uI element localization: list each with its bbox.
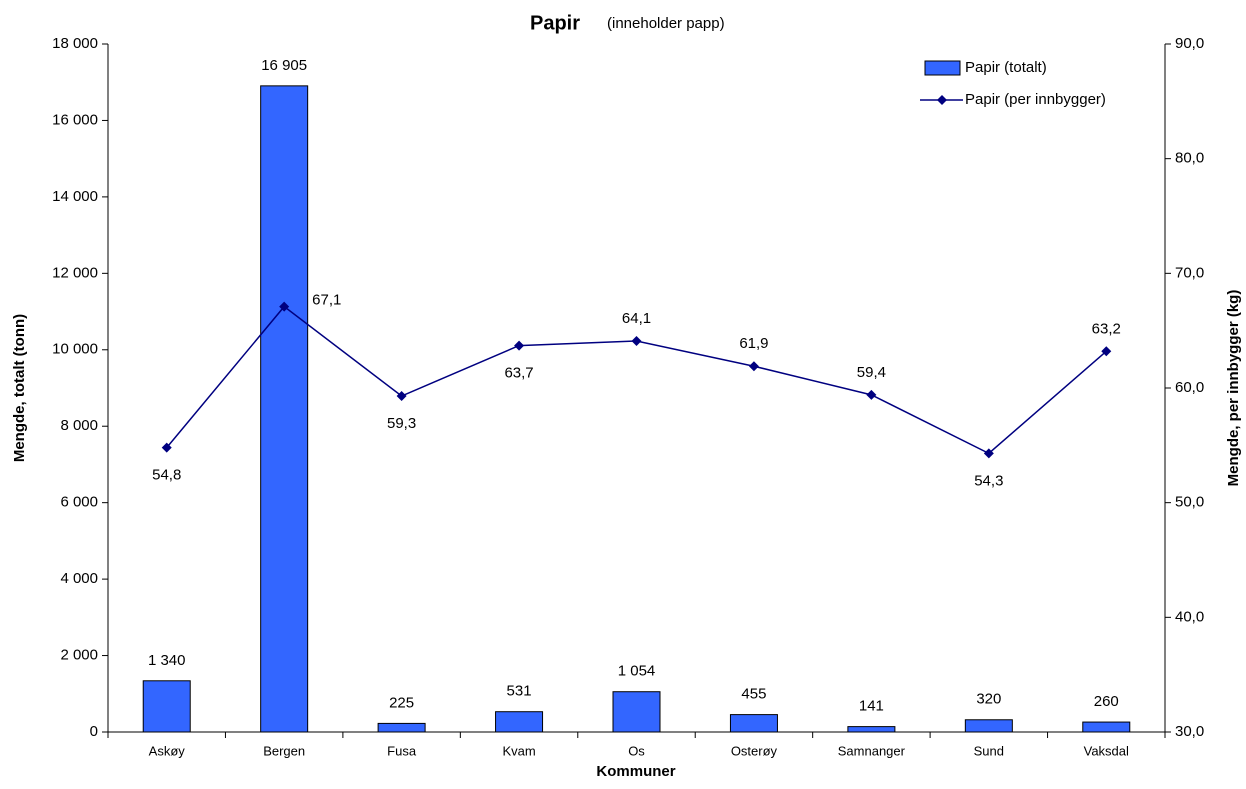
line-value-label: 54,8 <box>152 467 181 484</box>
x-tick-label: Os <box>628 743 645 758</box>
x-tick-label: Osterøy <box>731 743 778 758</box>
y-tick-label: 18 000 <box>52 35 98 52</box>
y-tick-label: 2 000 <box>60 647 98 664</box>
bar-value-label: 16 905 <box>261 57 307 74</box>
y-tick-label: 4 000 <box>60 570 98 587</box>
bar-value-label: 1 340 <box>148 652 186 669</box>
bar-value-label: 1 054 <box>618 663 656 680</box>
line-value-label: 63,7 <box>504 365 533 382</box>
bar <box>964 719 1013 733</box>
bar <box>142 680 191 733</box>
line-marker <box>1101 346 1112 357</box>
x-tick-label: Bergen <box>263 743 305 758</box>
x-tick-label: Sund <box>974 743 1004 758</box>
y2-tick-label: 50,0 <box>1175 494 1204 511</box>
x-tick-label: Askøy <box>149 743 186 758</box>
line-value-label: 67,1 <box>312 292 341 309</box>
bar <box>847 726 896 733</box>
y2-tick-label: 80,0 <box>1175 150 1204 167</box>
line-marker <box>631 335 642 346</box>
bar-value-label: 531 <box>507 683 532 700</box>
bar-value-label: 225 <box>389 694 414 711</box>
x-tick-label: Fusa <box>387 743 417 758</box>
bar <box>612 691 661 733</box>
bar-value-label: 260 <box>1094 693 1119 710</box>
y-tick-label: 8 000 <box>60 417 98 434</box>
bar <box>729 714 778 733</box>
y2-tick-label: 30,0 <box>1175 723 1204 740</box>
line-marker <box>983 448 994 459</box>
y-tick-label: 12 000 <box>52 264 98 281</box>
line-value-label: 59,3 <box>387 415 416 432</box>
line-value-label: 61,9 <box>739 335 768 352</box>
line-marker <box>279 301 290 312</box>
line-marker <box>748 361 759 372</box>
line-marker <box>161 442 172 453</box>
bar-value-label: 141 <box>859 698 884 715</box>
y-tick-label: 14 000 <box>52 188 98 205</box>
bar <box>1082 721 1131 733</box>
y-tick-label: 10 000 <box>52 341 98 358</box>
chart-title: Papir <box>530 12 580 34</box>
y2-axis-label: Mengde, per innbygger (kg) <box>1225 290 1242 487</box>
y2-tick-label: 40,0 <box>1175 608 1204 625</box>
line-value-label: 63,2 <box>1092 320 1121 337</box>
chart-subtitle: (inneholder papp) <box>607 15 725 32</box>
legend-marker <box>937 95 947 105</box>
y-tick-label: 0 <box>90 723 98 740</box>
bar-value-label: 455 <box>741 686 766 703</box>
x-tick-label: Samnanger <box>838 743 906 758</box>
bar <box>377 722 426 733</box>
line-value-label: 64,1 <box>622 310 651 327</box>
y-tick-label: 16 000 <box>52 111 98 128</box>
line-marker <box>514 340 525 351</box>
bar <box>260 85 309 733</box>
line-marker <box>866 389 877 400</box>
x-axis-label: Kommuner <box>596 763 675 780</box>
line-value-label: 54,3 <box>974 472 1003 489</box>
line-marker <box>396 391 407 402</box>
x-tick-label: Kvam <box>502 743 535 758</box>
y-tick-label: 6 000 <box>60 494 98 511</box>
y2-tick-label: 60,0 <box>1175 379 1204 396</box>
legend-label: Papir (per innbygger) <box>965 91 1106 108</box>
line-value-label: 59,4 <box>857 364 886 381</box>
legend-swatch <box>924 60 961 76</box>
legend-label: Papir (totalt) <box>965 59 1047 76</box>
x-tick-label: Vaksdal <box>1084 743 1129 758</box>
y2-tick-label: 70,0 <box>1175 264 1204 281</box>
y2-tick-label: 90,0 <box>1175 35 1204 52</box>
bar <box>495 711 544 733</box>
bar-value-label: 320 <box>976 691 1001 708</box>
y-axis-label: Mengde, totalt (tonn) <box>11 314 28 462</box>
